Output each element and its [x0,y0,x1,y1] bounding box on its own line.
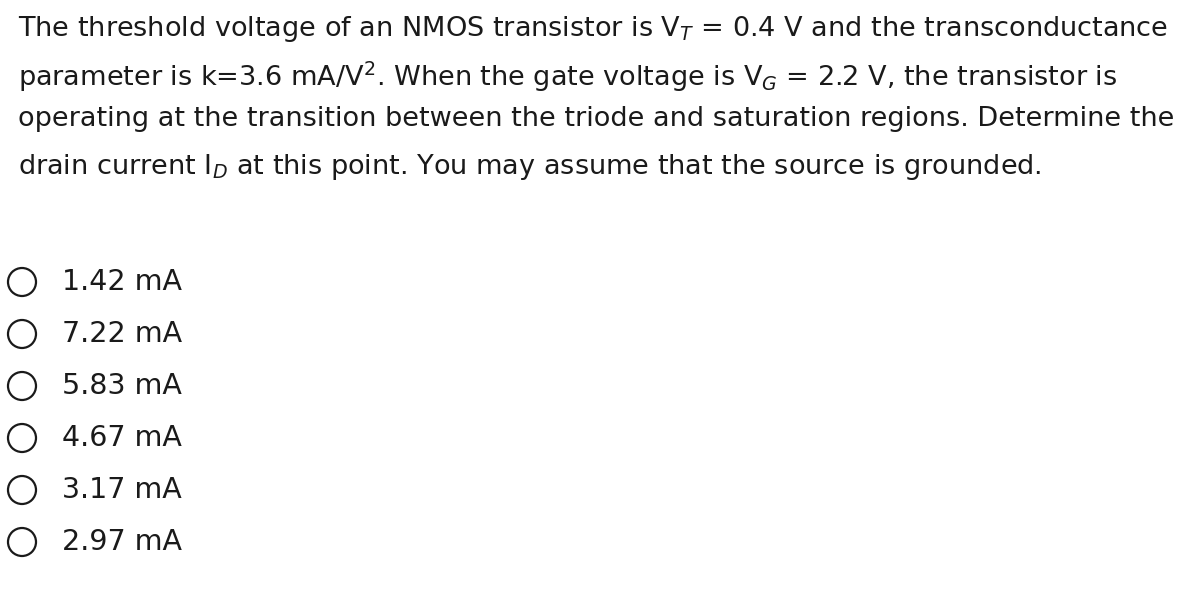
Text: 5.83 mA: 5.83 mA [63,372,182,400]
Text: drain current I$_D$ at this point. You may assume that the source is grounded.: drain current I$_D$ at this point. You m… [18,152,1042,182]
Text: 3.17 mA: 3.17 mA [63,476,182,504]
Text: 4.67 mA: 4.67 mA [63,424,182,452]
Text: 7.22 mA: 7.22 mA [63,320,182,348]
Text: 2.97 mA: 2.97 mA [63,528,182,556]
Text: parameter is k=3.6 mA/V$^2$. When the gate voltage is V$_G$ = 2.2 V, the transis: parameter is k=3.6 mA/V$^2$. When the ga… [18,60,1117,94]
Text: operating at the transition between the triode and saturation regions. Determine: operating at the transition between the … [18,106,1174,132]
Text: The threshold voltage of an NMOS transistor is V$_T$ = 0.4 V and the transconduc: The threshold voltage of an NMOS transis… [18,14,1168,44]
Text: 1.42 mA: 1.42 mA [63,268,182,296]
